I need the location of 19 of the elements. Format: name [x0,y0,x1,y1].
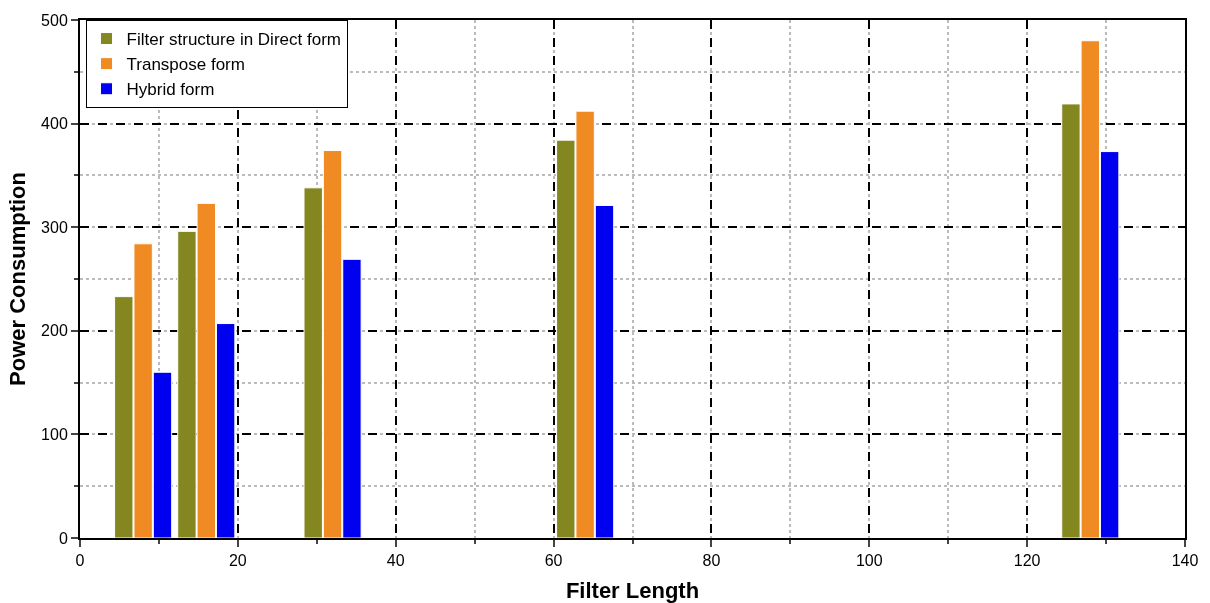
x-tick-label: 80 [702,552,721,570]
y-tick-label: 300 [41,218,68,236]
legend-label: Hybrid form [126,80,215,100]
x-tick-label: 0 [75,552,85,570]
y-tick-label: 100 [41,426,68,443]
legend-label: Transpose form [126,55,245,75]
x-tick-label: 20 [228,552,247,570]
y-tick-label: 0 [58,529,68,547]
y-tick-label: 200 [41,322,68,340]
x-axis-title: Filter Length [565,578,700,603]
y-axis-title: Power Consumption [5,172,30,386]
x-tick-label: 120 [1013,552,1041,570]
x-tick-label: 60 [544,552,563,570]
y-tick-label: 500 [41,11,68,29]
x-tick-label: 100 [855,552,883,570]
legend-label: Filter structure in Direct form [126,30,341,50]
y-tick-label: 400 [41,115,68,133]
x-tick-label: 140 [1171,552,1199,570]
x-tick-label: 40 [386,552,405,570]
